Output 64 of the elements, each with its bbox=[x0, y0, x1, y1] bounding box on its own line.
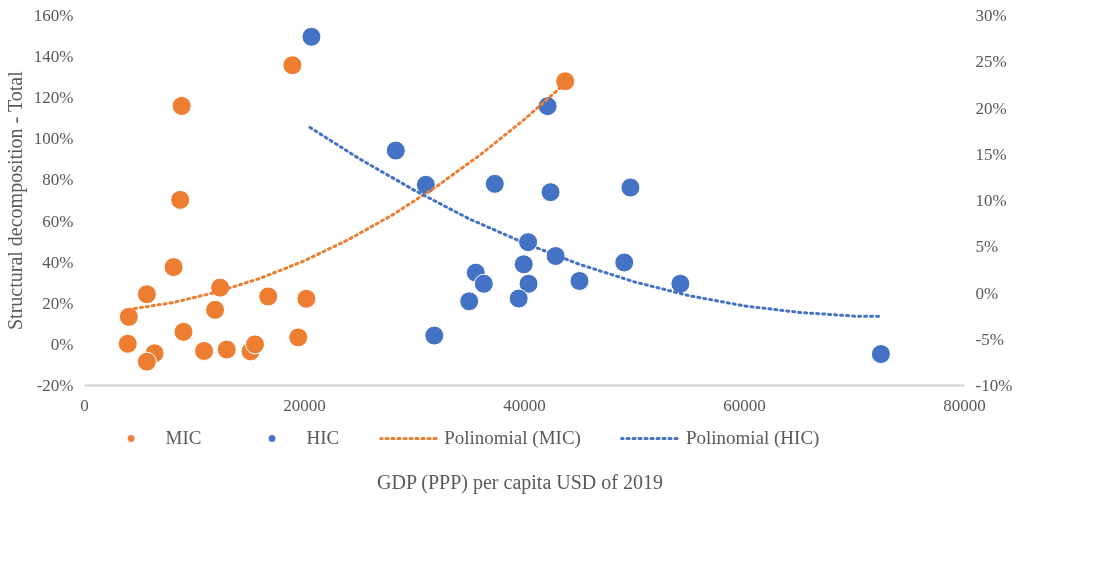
y-tick-label: 60% bbox=[42, 211, 74, 231]
point bbox=[288, 327, 309, 348]
y-tick-label: 40% bbox=[42, 252, 74, 272]
y-tick-label: 0% bbox=[50, 334, 74, 354]
x-axis-title: GDP (PPP) per capita USD of 2019 bbox=[377, 470, 663, 496]
y2-tick-label: 15% bbox=[975, 144, 1007, 164]
point bbox=[620, 177, 641, 198]
point bbox=[205, 299, 226, 320]
y-tick-label: 20% bbox=[42, 293, 74, 313]
point bbox=[424, 325, 445, 346]
x-tick-label: 60000 bbox=[723, 395, 766, 415]
point bbox=[117, 333, 138, 354]
point bbox=[136, 351, 157, 372]
point bbox=[473, 273, 494, 294]
y-tick-label: 160% bbox=[33, 6, 74, 25]
point bbox=[870, 344, 891, 365]
point bbox=[518, 273, 539, 294]
point bbox=[301, 26, 322, 47]
point bbox=[513, 254, 534, 275]
point bbox=[163, 257, 184, 278]
point bbox=[508, 288, 529, 309]
y2-tick-label: 20% bbox=[975, 98, 1007, 118]
point bbox=[415, 174, 436, 195]
legend-label: MIC bbox=[165, 427, 202, 449]
y2-tick-label: 0% bbox=[975, 283, 999, 303]
point bbox=[216, 339, 237, 360]
point bbox=[555, 71, 576, 92]
point bbox=[459, 291, 480, 312]
y2-tick-label: -10% bbox=[975, 376, 1013, 395]
y2-tick-label: 10% bbox=[975, 191, 1007, 210]
legend-label: Polinomial (HIC) bbox=[685, 427, 820, 449]
point bbox=[614, 252, 635, 273]
y2-tick-label: 30% bbox=[975, 6, 1007, 25]
x-tick-label: 20000 bbox=[283, 395, 326, 415]
y-tick-label: 120% bbox=[33, 88, 74, 108]
y-axis-title: Structural decomposition - Total bbox=[3, 70, 27, 331]
point bbox=[282, 55, 303, 76]
point bbox=[170, 189, 191, 210]
point bbox=[171, 95, 192, 116]
x-tick-label: 0 bbox=[80, 395, 89, 415]
point bbox=[118, 306, 139, 327]
legend-label: HIC bbox=[306, 427, 340, 449]
line-series bbox=[308, 125, 883, 318]
point bbox=[385, 140, 406, 161]
y-tick-label: 80% bbox=[42, 170, 74, 190]
x-tick-label: 80000 bbox=[943, 395, 986, 415]
point bbox=[136, 284, 157, 305]
y-tick-label: -20% bbox=[36, 376, 74, 395]
point bbox=[569, 270, 590, 291]
point bbox=[194, 340, 215, 361]
y2-tick-label: -5% bbox=[975, 329, 1004, 349]
point bbox=[296, 288, 317, 309]
point bbox=[484, 173, 505, 194]
y2-tick-label: 25% bbox=[975, 52, 1007, 72]
point bbox=[245, 334, 265, 355]
y-tick-label: 100% bbox=[33, 129, 74, 149]
point bbox=[258, 286, 279, 307]
legend-label: Polinomial (MIC) bbox=[444, 427, 581, 449]
x-tick-label: 40000 bbox=[503, 395, 546, 415]
point bbox=[173, 321, 194, 342]
point bbox=[670, 273, 691, 294]
point bbox=[540, 182, 561, 203]
y2-tick-label: 5% bbox=[975, 237, 999, 257]
y-tick-label: 140% bbox=[33, 47, 74, 67]
